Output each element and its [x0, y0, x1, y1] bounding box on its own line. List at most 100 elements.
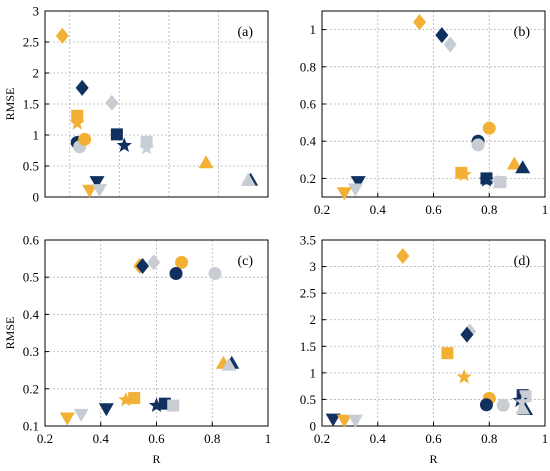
data-point-diamond [460, 326, 474, 343]
y-axis-label: RMSE [3, 88, 17, 121]
y-tick-label: 3.5 [300, 233, 316, 248]
data-point-triangle-down [89, 176, 105, 190]
x-tick-label: 0.2 [37, 431, 53, 446]
x-tick-label: 0.8 [481, 431, 497, 446]
y-tick-label: 2.5 [23, 35, 39, 50]
data-point-circle [169, 266, 183, 280]
y-tick-label: 0.1 [23, 419, 39, 434]
data-point-diamond [443, 36, 457, 53]
data-point-star [456, 166, 472, 182]
data-point-star [116, 137, 132, 153]
data-point-star [456, 369, 472, 384]
y-tick-label: 1.5 [23, 97, 39, 112]
data-point-star [148, 397, 165, 413]
data-point-diamond [413, 14, 427, 31]
data-point-triangle-down [92, 184, 108, 198]
x-tick-label: 0.6 [148, 431, 165, 446]
data-point-star [515, 394, 531, 409]
data-point-triangle-down [336, 187, 352, 201]
data-point-star [118, 391, 134, 407]
y-tick-label: 0.3 [23, 344, 39, 359]
x-tick-label: 0.4 [370, 431, 387, 446]
y-tick-label: 3 [310, 259, 317, 274]
y-tick-label: 1.5 [300, 339, 316, 354]
data-point-circle [471, 138, 485, 152]
y-tick-label: 1 [310, 365, 317, 380]
data-point-circle [479, 398, 493, 412]
x-tick-label: 0.4 [370, 202, 387, 217]
y-tick-label: 1 [310, 22, 317, 37]
panel-b: 0.2 0.4 0.6 0.8 1 0.2 0.4 0.6 0.8 1 (b) [300, 10, 549, 217]
data-point-diamond [55, 27, 69, 44]
x-tick-label: 1 [542, 202, 549, 217]
y-tick-label: 0.4 [23, 307, 40, 322]
data-point-diamond [396, 247, 410, 264]
data-point-circle [496, 398, 510, 412]
data-point-circle [208, 266, 222, 280]
data-point-star [478, 172, 495, 187]
x-axis-label: R [152, 452, 160, 466]
panel-a: 0 0.5 1 1.5 2 2.5 3 RMSE (a) [3, 4, 269, 205]
data-point-diamond [136, 258, 150, 275]
panel-label: (b) [514, 25, 531, 40]
data-point-triangle-up [240, 172, 256, 186]
data-point-triangle-down [325, 413, 341, 427]
data-point-triangle-down [82, 184, 98, 198]
data-point-diamond [147, 254, 161, 271]
y-tick-label: 0 [33, 190, 40, 205]
data-point-triangle-up [515, 401, 531, 415]
data-point-star [490, 174, 506, 189]
y-tick-label: 2 [33, 66, 40, 81]
panel-label: (d) [514, 254, 531, 269]
data-point-triangle-up [506, 156, 522, 170]
data-point-triangle-down [347, 414, 363, 428]
y-tick-label: 0.6 [23, 233, 40, 248]
data-point-square [167, 399, 180, 412]
data-point-square [128, 392, 141, 405]
data-point-diamond [435, 27, 449, 44]
y-tick-label: 0.5 [300, 392, 316, 407]
x-tick-label: 0.2 [314, 202, 330, 217]
y-tick-label: 0.4 [300, 134, 317, 149]
x-tick-label: 0.6 [425, 202, 442, 217]
y-tick-label: 0 [310, 419, 317, 434]
data-point-circle [78, 132, 92, 146]
data-point-triangle-down [336, 414, 352, 428]
y-tick-label: 1 [33, 128, 40, 143]
data-point-triangle-up [221, 357, 237, 371]
x-tick-label: 0.2 [314, 431, 330, 446]
y-tick-label: 2 [310, 312, 317, 327]
data-point-diamond [75, 79, 89, 96]
data-point-triangle-up [515, 160, 531, 174]
data-point-triangle-up [198, 155, 214, 169]
y-tick-label: 0.2 [23, 381, 39, 396]
y-tick-label: 0.8 [300, 59, 316, 74]
y-tick-label: 2.5 [300, 286, 316, 301]
x-axis-label: R [429, 452, 437, 466]
data-point-star [69, 115, 85, 130]
panel-label: (c) [237, 254, 253, 269]
x-tick-label: 0.8 [481, 202, 497, 217]
x-tick-label: 1 [265, 431, 272, 446]
data-point-triangle-down [347, 183, 363, 197]
panel-d: 0 0.5 1 1.5 2 2.5 3 3.5 0.2 0.4 0.6 0.8 1 R (d) [300, 233, 549, 467]
data-point-triangle-down [59, 412, 75, 426]
y-tick-label: 0.5 [23, 270, 39, 285]
x-tick-label: 0.8 [204, 431, 220, 446]
panel-label: (a) [237, 25, 253, 40]
y-tick-label: 3 [33, 4, 40, 19]
x-tick-label: 0.6 [425, 431, 442, 446]
data-point-circle [175, 255, 189, 269]
x-tick-label: 1 [542, 431, 549, 446]
y-tick-label: 0.2 [300, 171, 316, 186]
data-point-triangle-down [350, 176, 366, 190]
data-point-square [441, 347, 454, 360]
data-point-star [138, 140, 155, 155]
data-point-circle [482, 121, 496, 135]
data-point-triangle-down [98, 403, 114, 417]
x-tick-label: 0.4 [93, 431, 110, 446]
y-axis-label: RMSE [3, 317, 17, 350]
data-point-diamond [105, 94, 119, 111]
